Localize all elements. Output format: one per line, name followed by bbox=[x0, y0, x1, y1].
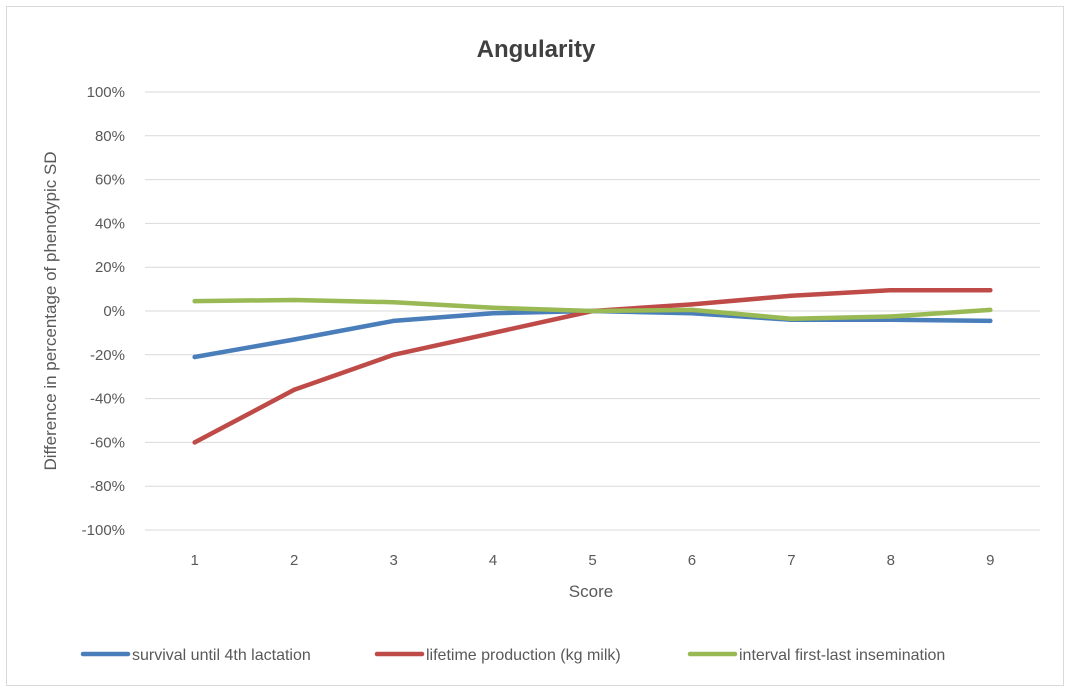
y-tick-label: -20% bbox=[90, 347, 125, 364]
data-point bbox=[391, 300, 396, 305]
data-point bbox=[391, 352, 396, 357]
gridlines bbox=[145, 91, 1040, 531]
data-point bbox=[291, 337, 297, 342]
data-point bbox=[689, 307, 695, 313]
chart-frame bbox=[6, 6, 1064, 686]
x-tick-label: 6 bbox=[688, 552, 696, 569]
data-point bbox=[192, 298, 197, 304]
legend: survival until 4th lactation lifetime pro… bbox=[80, 647, 945, 664]
y-axis-title: Difference in percentage of phenotypic S… bbox=[41, 151, 60, 470]
x-tick-label: 4 bbox=[489, 552, 497, 569]
x-axis-title: Score bbox=[569, 582, 613, 601]
y-axis-ticks: 100% 80% 60% 40% 20% 0% -20% -40% -60% -80% -100% bbox=[82, 84, 125, 539]
data-point bbox=[291, 387, 297, 393]
data-point bbox=[391, 318, 396, 324]
legend-item-1: survival until 4th lactation bbox=[80, 647, 311, 664]
x-tick-label: 5 bbox=[588, 552, 596, 569]
data-point bbox=[789, 316, 794, 321]
data-point bbox=[888, 287, 894, 293]
data-point bbox=[490, 310, 496, 316]
x-tick-label: 1 bbox=[191, 552, 199, 569]
data-point bbox=[291, 297, 297, 303]
series-lines bbox=[192, 287, 993, 445]
y-tick-label: 0% bbox=[103, 303, 125, 320]
data-point bbox=[689, 302, 695, 307]
data-point bbox=[192, 440, 197, 445]
data-point bbox=[888, 314, 894, 319]
data-point bbox=[789, 293, 794, 298]
data-point bbox=[490, 305, 496, 310]
x-tick-label: 3 bbox=[389, 552, 397, 569]
y-tick-label: -100% bbox=[82, 522, 125, 539]
data-point bbox=[988, 318, 993, 324]
x-tick-label: 8 bbox=[887, 552, 895, 569]
legend-item-3: interval first-last insemination bbox=[687, 647, 945, 664]
y-tick-label: -80% bbox=[90, 478, 125, 495]
y-tick-label: -60% bbox=[90, 434, 125, 451]
chart-title: Angularity bbox=[477, 36, 596, 63]
y-tick-label: 80% bbox=[95, 128, 125, 145]
legend-label: interval first-last insemination bbox=[739, 647, 945, 664]
legend-label: survival until 4th lactation bbox=[132, 647, 311, 664]
data-point bbox=[590, 308, 595, 314]
x-tick-label: 7 bbox=[787, 552, 795, 569]
legend-label: lifetime production (kg milk) bbox=[426, 647, 621, 664]
data-point bbox=[490, 330, 496, 336]
y-tick-label: 20% bbox=[95, 259, 125, 276]
x-tick-label: 2 bbox=[290, 552, 298, 569]
legend-item-2: lifetime production (kg milk) bbox=[374, 647, 621, 664]
y-tick-label: 40% bbox=[95, 215, 125, 232]
data-point bbox=[192, 354, 197, 360]
data-point bbox=[988, 287, 993, 293]
x-axis-ticks: 1 2 3 4 5 6 7 8 9 bbox=[191, 552, 995, 569]
data-point bbox=[988, 307, 993, 313]
y-tick-label: -40% bbox=[90, 391, 125, 408]
x-tick-label: 9 bbox=[986, 552, 994, 569]
y-tick-label: 100% bbox=[87, 84, 125, 101]
y-tick-label: 60% bbox=[95, 172, 125, 189]
